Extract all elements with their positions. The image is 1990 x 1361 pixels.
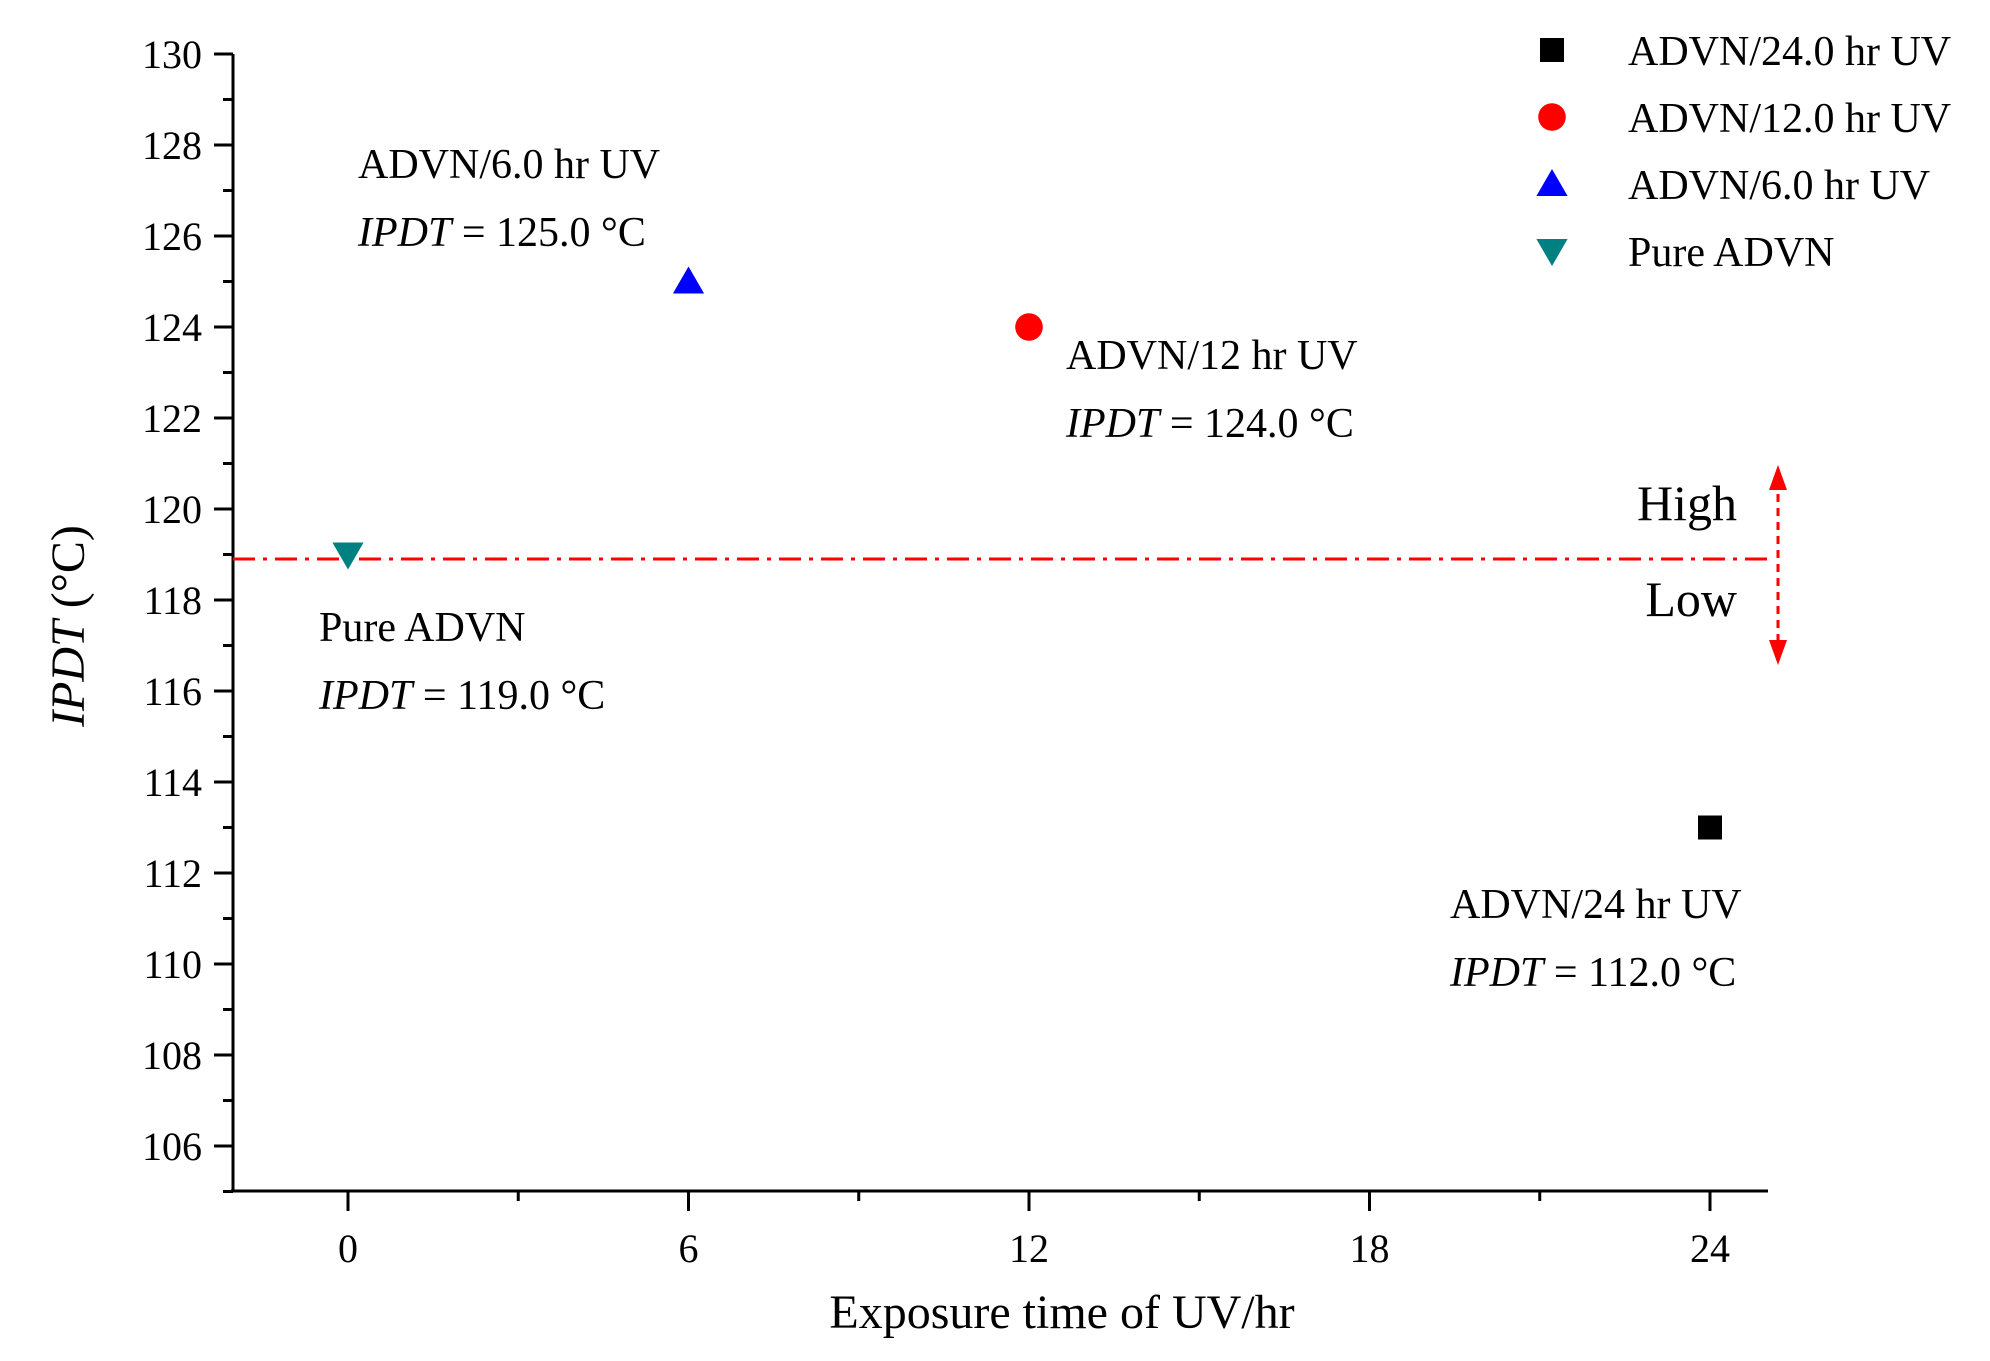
legend: ADVN/24.0 hr UV ADVN/12.0 hr UV ADVN/6.0 h… xyxy=(1536,29,1951,276)
y-tick-label: 120 xyxy=(142,487,202,532)
data-points xyxy=(332,266,1722,840)
annotation-12hr-title: ADVN/12 hr UV xyxy=(1066,333,1358,379)
arrow-down-icon xyxy=(1769,640,1787,665)
y-tick-label: 110 xyxy=(143,942,202,987)
y-tick-label: 106 xyxy=(142,1124,202,1169)
high-low-arrow xyxy=(1769,465,1787,665)
arrow-up-icon xyxy=(1769,465,1787,490)
legend-label-3: Pure ADVN xyxy=(1628,230,1835,276)
annotation-pure-value: IPDT = 119.0 °C xyxy=(318,673,605,719)
legend-marker-0 xyxy=(1540,38,1564,62)
axes: 106108110112114116118120122124126128130 … xyxy=(142,32,1768,1271)
y-tick-label: 112 xyxy=(143,851,202,896)
legend-label-2: ADVN/6.0 hr UV xyxy=(1628,163,1930,209)
x-tick-label: 24 xyxy=(1690,1226,1730,1271)
high-label: High xyxy=(1637,475,1737,531)
annotation-24hr: ADVN/24 hr UV IPDT = 112.0 °C xyxy=(1449,882,1742,996)
annotation-pure: Pure ADVN IPDT = 119.0 °C xyxy=(318,605,605,719)
x-tick-label: 0 xyxy=(338,1226,358,1271)
y-axis-title: IPDT (°C) xyxy=(42,525,95,728)
y-tick-label: 126 xyxy=(142,214,202,259)
x-ticks: 0 6 12 18 24 xyxy=(338,1191,1730,1271)
y-ticks: 106 108 110 112 114 116 118 120 122 124 126 128 130 xyxy=(142,32,233,1193)
annotation-pure-title: Pure ADVN xyxy=(319,605,526,651)
legend-label-1: ADVN/12.0 hr UV xyxy=(1628,96,1951,142)
legend-label-0: ADVN/24.0 hr UV xyxy=(1628,29,1951,75)
y-tick-label: 124 xyxy=(142,305,202,350)
x-tick-label: 6 xyxy=(679,1226,699,1271)
data-point-3 xyxy=(332,542,364,570)
annotation-12hr-value: IPDT = 124.0 °C xyxy=(1065,401,1354,447)
annotation-6hr-value: IPDT = 125.0 °C xyxy=(357,210,646,256)
annotation-6hr: ADVN/6.0 hr UV IPDT = 125.0 °C xyxy=(357,142,660,256)
annotation-24hr-title: ADVN/24 hr UV xyxy=(1450,882,1742,928)
data-point-0 xyxy=(1698,815,1722,840)
x-axis-title: Exposure time of UV/hr xyxy=(829,1286,1294,1339)
x-tick-label: 18 xyxy=(1350,1226,1390,1271)
low-label: Low xyxy=(1645,571,1737,627)
y-tick-label: 116 xyxy=(143,669,202,714)
x-tick-label: 12 xyxy=(1009,1226,1049,1271)
annotation-24hr-value: IPDT = 112.0 °C xyxy=(1449,950,1736,996)
y-tick-label: 114 xyxy=(143,760,202,805)
legend-marker-3 xyxy=(1536,239,1568,266)
annotation-6hr-title: ADVN/6.0 hr UV xyxy=(358,142,660,188)
data-point-2 xyxy=(672,266,705,294)
y-tick-label: 128 xyxy=(142,123,202,168)
annotation-12hr: ADVN/12 hr UV IPDT = 124.0 °C xyxy=(1065,333,1358,447)
y-tick-label: 130 xyxy=(142,32,202,77)
y-tick-label: 122 xyxy=(142,396,202,441)
legend-marker-1 xyxy=(1538,103,1566,131)
y-tick-label: 108 xyxy=(142,1033,202,1078)
data-point-1 xyxy=(1015,313,1043,341)
legend-marker-2 xyxy=(1536,169,1568,196)
y-tick-label: 118 xyxy=(143,578,202,623)
